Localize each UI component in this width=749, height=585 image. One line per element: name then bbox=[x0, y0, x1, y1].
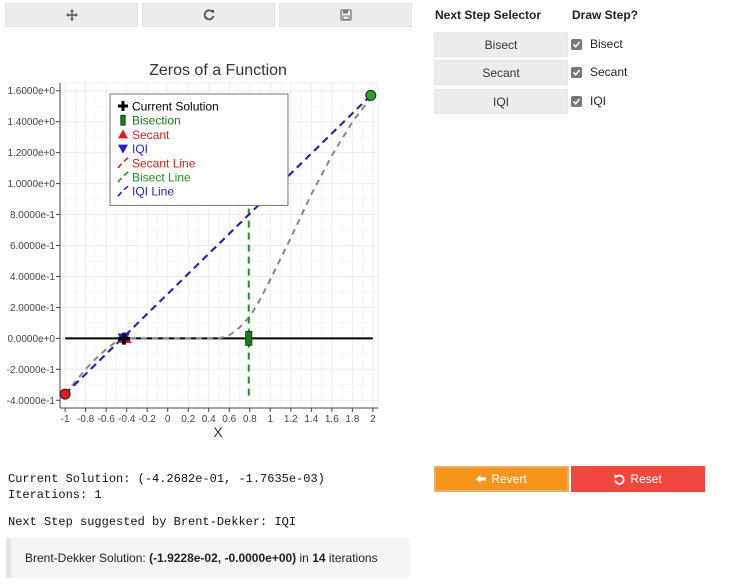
x-tick-label: 1.2 bbox=[284, 414, 298, 425]
legend-label: Secant Line bbox=[132, 156, 196, 170]
y-tick-label: -4.0000e-1 bbox=[7, 396, 56, 407]
legend-marker bbox=[120, 114, 126, 126]
arrow-left-icon bbox=[476, 474, 487, 484]
draw-iqi-checkbox[interactable]: IQI bbox=[571, 94, 606, 108]
zeros-chart[interactable]: -4.0000e-1 -2.0000e-1 0.0000e+0 2.0000e-1 4.… bbox=[0, 55, 420, 445]
legend-marker bbox=[118, 144, 128, 154]
current-solution-text: Current Solution: (-4.2682e-01, -1.7635e… bbox=[8, 472, 325, 486]
x-tick-label: 1.4 bbox=[304, 414, 318, 425]
endpoint-left-marker bbox=[59, 388, 71, 400]
y-tick-label: 4.0000e-1 bbox=[10, 272, 55, 283]
result-suffix: iterations bbox=[325, 551, 378, 565]
legend: Current SolutionBisectionSecantIQISecant… bbox=[109, 93, 289, 206]
brent-dekker-result: Brent-Dekker Solution: (-1.9228e-02, -0.… bbox=[6, 538, 410, 578]
x-tick-label: 1.8 bbox=[345, 414, 359, 425]
x-tick-label: 0.2 bbox=[181, 414, 195, 425]
revert-label: Revert bbox=[491, 472, 527, 486]
x-tick-label: -0.6 bbox=[98, 414, 116, 425]
next-step-text: Next Step suggested by Brent-Dekker: IQI bbox=[8, 515, 297, 529]
y-tick-label: 8.0000e-1 bbox=[10, 210, 55, 221]
x-tick-label: 1.6 bbox=[325, 414, 339, 425]
iterations-text: Iterations: 1 bbox=[8, 488, 102, 502]
secant-button[interactable]: Secant bbox=[434, 60, 568, 85]
x-tick-label: -0.4 bbox=[118, 414, 136, 425]
draw-iqi-label: IQI bbox=[590, 94, 607, 108]
function-curve-layer bbox=[64, 94, 374, 395]
result-middle: in bbox=[296, 551, 313, 565]
y-tick-label: 1.0000e+0 bbox=[7, 179, 55, 190]
chart-title: Zeros of a Function bbox=[149, 62, 287, 79]
y-tick-label: 1.2000e+0 bbox=[7, 148, 55, 159]
result-prefix: Brent-Dekker Solution: bbox=[25, 551, 150, 565]
x-tick-label: 0.4 bbox=[202, 414, 216, 425]
x-tick-label: 2 bbox=[370, 414, 376, 425]
move-icon bbox=[65, 9, 78, 21]
x-tick-label: 0 bbox=[165, 414, 171, 425]
x-tick-label: 0.8 bbox=[243, 414, 257, 425]
result-solution: (-1.9228e-02, -0.0000e+00) bbox=[149, 551, 297, 565]
legend-marker bbox=[117, 157, 129, 169]
checkbox-checked-icon bbox=[571, 95, 582, 107]
legend-label: Bisection bbox=[132, 114, 181, 128]
draw-bisect-checkbox[interactable]: Bisect bbox=[571, 37, 623, 51]
x-tick-label: -1 bbox=[61, 414, 70, 425]
selector-header: Next Step Selector bbox=[435, 8, 542, 22]
endpoint-right-marker bbox=[365, 89, 377, 101]
draw-step-header: Draw Step? bbox=[572, 8, 639, 22]
markers-layer bbox=[59, 89, 377, 400]
y-tick-label: 1.4000e+0 bbox=[7, 117, 55, 128]
iqi-button[interactable]: IQI bbox=[434, 89, 568, 114]
legend-marker bbox=[118, 129, 128, 139]
legend-label: Secant bbox=[132, 128, 170, 142]
y-tick-label: 1.6000e+0 bbox=[7, 86, 55, 97]
checkbox-checked-icon bbox=[571, 66, 582, 78]
x-tick-label: -0.2 bbox=[139, 414, 157, 425]
draw-secant-label: Secant bbox=[590, 65, 628, 79]
legend-marker bbox=[117, 171, 129, 183]
y-tick-label: 2.0000e-1 bbox=[10, 303, 55, 314]
pan-button[interactable] bbox=[5, 3, 138, 27]
legend-label: IQI Line bbox=[132, 185, 174, 199]
draw-bisect-label: Bisect bbox=[590, 37, 623, 51]
legend-label: IQI bbox=[132, 142, 148, 156]
bisection-marker bbox=[245, 330, 253, 346]
y-tick-label: 6.0000e-1 bbox=[10, 241, 55, 252]
y-tick-label: -2.0000e-1 bbox=[7, 365, 56, 376]
y-tick-label: 0.0000e+0 bbox=[7, 334, 55, 345]
legend-label: Current Solution bbox=[132, 100, 219, 114]
current-solution-marker bbox=[117, 332, 130, 345]
reset-button[interactable]: Reset bbox=[571, 466, 705, 492]
legend-marker bbox=[118, 101, 128, 111]
save-button[interactable] bbox=[279, 3, 412, 27]
revert-button[interactable]: Revert bbox=[434, 466, 569, 492]
axes: -4.0000e-1 -2.0000e-1 0.0000e+0 2.0000e-1 4.… bbox=[7, 83, 378, 425]
reset-axes-button[interactable] bbox=[142, 3, 275, 27]
x-tick-label: -0.8 bbox=[77, 414, 95, 425]
checkbox-checked-icon bbox=[571, 38, 582, 50]
undo-icon bbox=[614, 474, 625, 485]
legend-box bbox=[109, 93, 289, 206]
x-axis-label: X bbox=[213, 424, 223, 440]
legend-marker bbox=[117, 185, 129, 197]
refresh-icon bbox=[203, 9, 215, 21]
x-tick-label: 1 bbox=[268, 414, 274, 425]
bisect-button[interactable]: Bisect bbox=[434, 32, 568, 57]
legend-label: Bisect Line bbox=[132, 171, 191, 185]
x-tick-label: 0.6 bbox=[222, 414, 236, 425]
draw-secant-checkbox[interactable]: Secant bbox=[571, 65, 627, 79]
function-curve bbox=[64, 94, 374, 395]
result-iterations: 14 bbox=[312, 551, 326, 565]
reset-label: Reset bbox=[630, 472, 662, 486]
save-icon bbox=[339, 9, 352, 21]
